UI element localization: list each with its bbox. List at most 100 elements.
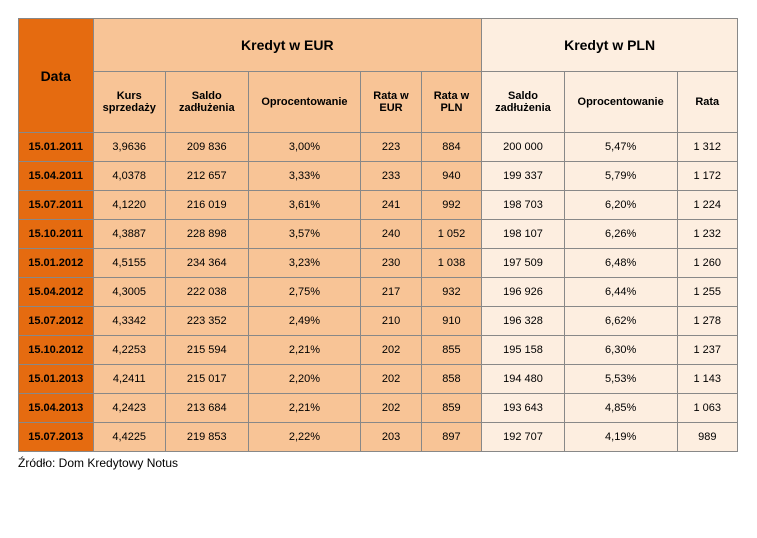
cell-eur-saldo: 223 352 [165, 307, 248, 336]
table-row: 15.07.20114,1220216 0193,61%241992198 70… [19, 191, 738, 220]
cell-pln-saldo: 194 480 [482, 365, 565, 394]
cell-pln-rata: 1 278 [677, 307, 737, 336]
cell-eur-saldo: 234 364 [165, 249, 248, 278]
table-row: 15.04.20124,3005222 0382,75%217932196 92… [19, 278, 738, 307]
cell-eur-rata-pln: 897 [421, 423, 481, 452]
cell-pln-rata: 1 312 [677, 133, 737, 162]
cell-pln-rata: 989 [677, 423, 737, 452]
cell-eur-rata-eur: 203 [361, 423, 421, 452]
cell-eur-kurs: 4,3005 [93, 278, 165, 307]
header-eur-oproc: Oprocentowanie [248, 72, 361, 133]
cell-pln-saldo: 196 328 [482, 307, 565, 336]
cell-pln-oproc: 6,26% [564, 220, 677, 249]
cell-eur-oproc: 3,00% [248, 133, 361, 162]
header-eur-saldo: Saldo zadłużenia [165, 72, 248, 133]
cell-pln-oproc: 4,85% [564, 394, 677, 423]
cell-eur-kurs: 4,2253 [93, 336, 165, 365]
cell-pln-saldo: 200 000 [482, 133, 565, 162]
cell-eur-saldo: 209 836 [165, 133, 248, 162]
cell-eur-rata-eur: 233 [361, 162, 421, 191]
cell-eur-kurs: 4,2423 [93, 394, 165, 423]
cell-pln-saldo: 195 158 [482, 336, 565, 365]
cell-date: 15.01.2013 [19, 365, 94, 394]
cell-eur-kurs: 4,5155 [93, 249, 165, 278]
cell-eur-rata-eur: 223 [361, 133, 421, 162]
cell-eur-rata-pln: 859 [421, 394, 481, 423]
cell-eur-saldo: 216 019 [165, 191, 248, 220]
cell-pln-oproc: 5,47% [564, 133, 677, 162]
loan-comparison-table: Data Kredyt w EUR Kredyt w PLN Kurs sprz… [18, 18, 738, 452]
table-row: 15.10.20124,2253215 5942,21%202855195 15… [19, 336, 738, 365]
header-eur-kurs: Kurs sprzedaży [93, 72, 165, 133]
cell-pln-saldo: 193 643 [482, 394, 565, 423]
cell-eur-rata-pln: 932 [421, 278, 481, 307]
cell-eur-kurs: 4,0378 [93, 162, 165, 191]
cell-eur-kurs: 4,2411 [93, 365, 165, 394]
cell-pln-saldo: 198 107 [482, 220, 565, 249]
cell-pln-rata: 1 143 [677, 365, 737, 394]
cell-date: 15.01.2011 [19, 133, 94, 162]
cell-date: 15.04.2013 [19, 394, 94, 423]
cell-pln-rata: 1 224 [677, 191, 737, 220]
cell-eur-kurs: 4,1220 [93, 191, 165, 220]
cell-eur-saldo: 215 017 [165, 365, 248, 394]
cell-eur-rata-eur: 202 [361, 394, 421, 423]
cell-eur-oproc: 2,75% [248, 278, 361, 307]
cell-eur-kurs: 4,4225 [93, 423, 165, 452]
header-eur-rata-eur: Rata w EUR [361, 72, 421, 133]
cell-eur-rata-pln: 884 [421, 133, 481, 162]
header-pln-rata: Rata [677, 72, 737, 133]
cell-pln-saldo: 199 337 [482, 162, 565, 191]
cell-pln-oproc: 5,53% [564, 365, 677, 394]
cell-eur-saldo: 212 657 [165, 162, 248, 191]
cell-eur-rata-pln: 1 038 [421, 249, 481, 278]
cell-eur-rata-pln: 940 [421, 162, 481, 191]
table-row: 15.07.20134,4225219 8532,22%203897192 70… [19, 423, 738, 452]
cell-eur-oproc: 3,61% [248, 191, 361, 220]
cell-pln-rata: 1 260 [677, 249, 737, 278]
header-group-eur: Kredyt w EUR [93, 19, 482, 72]
cell-eur-kurs: 4,3342 [93, 307, 165, 336]
table-row: 15.01.20124,5155234 3643,23%2301 038197 … [19, 249, 738, 278]
cell-eur-oproc: 3,57% [248, 220, 361, 249]
cell-eur-oproc: 2,21% [248, 336, 361, 365]
header-date: Data [19, 19, 94, 133]
header-pln-saldo: Saldo zadłużenia [482, 72, 565, 133]
cell-eur-rata-pln: 858 [421, 365, 481, 394]
cell-pln-saldo: 197 509 [482, 249, 565, 278]
cell-eur-oproc: 2,22% [248, 423, 361, 452]
cell-pln-saldo: 198 703 [482, 191, 565, 220]
cell-eur-saldo: 213 684 [165, 394, 248, 423]
header-group-pln: Kredyt w PLN [482, 19, 738, 72]
table-row: 15.04.20114,0378212 6573,33%233940199 33… [19, 162, 738, 191]
source-note: Źródło: Dom Kredytowy Notus [18, 456, 739, 470]
header-pln-oproc: Oprocentowanie [564, 72, 677, 133]
cell-pln-rata: 1 255 [677, 278, 737, 307]
cell-eur-oproc: 2,20% [248, 365, 361, 394]
cell-eur-kurs: 3,9636 [93, 133, 165, 162]
cell-eur-rata-pln: 1 052 [421, 220, 481, 249]
cell-pln-rata: 1 232 [677, 220, 737, 249]
cell-eur-oproc: 2,49% [248, 307, 361, 336]
cell-eur-rata-eur: 230 [361, 249, 421, 278]
cell-pln-saldo: 192 707 [482, 423, 565, 452]
cell-date: 15.07.2012 [19, 307, 94, 336]
cell-date: 15.10.2012 [19, 336, 94, 365]
header-eur-rata-pln: Rata w PLN [421, 72, 481, 133]
cell-pln-rata: 1 237 [677, 336, 737, 365]
cell-date: 15.01.2012 [19, 249, 94, 278]
cell-date: 15.07.2013 [19, 423, 94, 452]
cell-pln-oproc: 6,44% [564, 278, 677, 307]
cell-eur-oproc: 2,21% [248, 394, 361, 423]
cell-eur-rata-eur: 217 [361, 278, 421, 307]
cell-pln-rata: 1 172 [677, 162, 737, 191]
cell-pln-oproc: 4,19% [564, 423, 677, 452]
cell-date: 15.10.2011 [19, 220, 94, 249]
table-row: 15.07.20124,3342223 3522,49%210910196 32… [19, 307, 738, 336]
cell-eur-saldo: 222 038 [165, 278, 248, 307]
cell-pln-oproc: 6,48% [564, 249, 677, 278]
cell-eur-kurs: 4,3887 [93, 220, 165, 249]
cell-eur-rata-eur: 240 [361, 220, 421, 249]
cell-eur-saldo: 228 898 [165, 220, 248, 249]
table-row: 15.04.20134,2423213 6842,21%202859193 64… [19, 394, 738, 423]
